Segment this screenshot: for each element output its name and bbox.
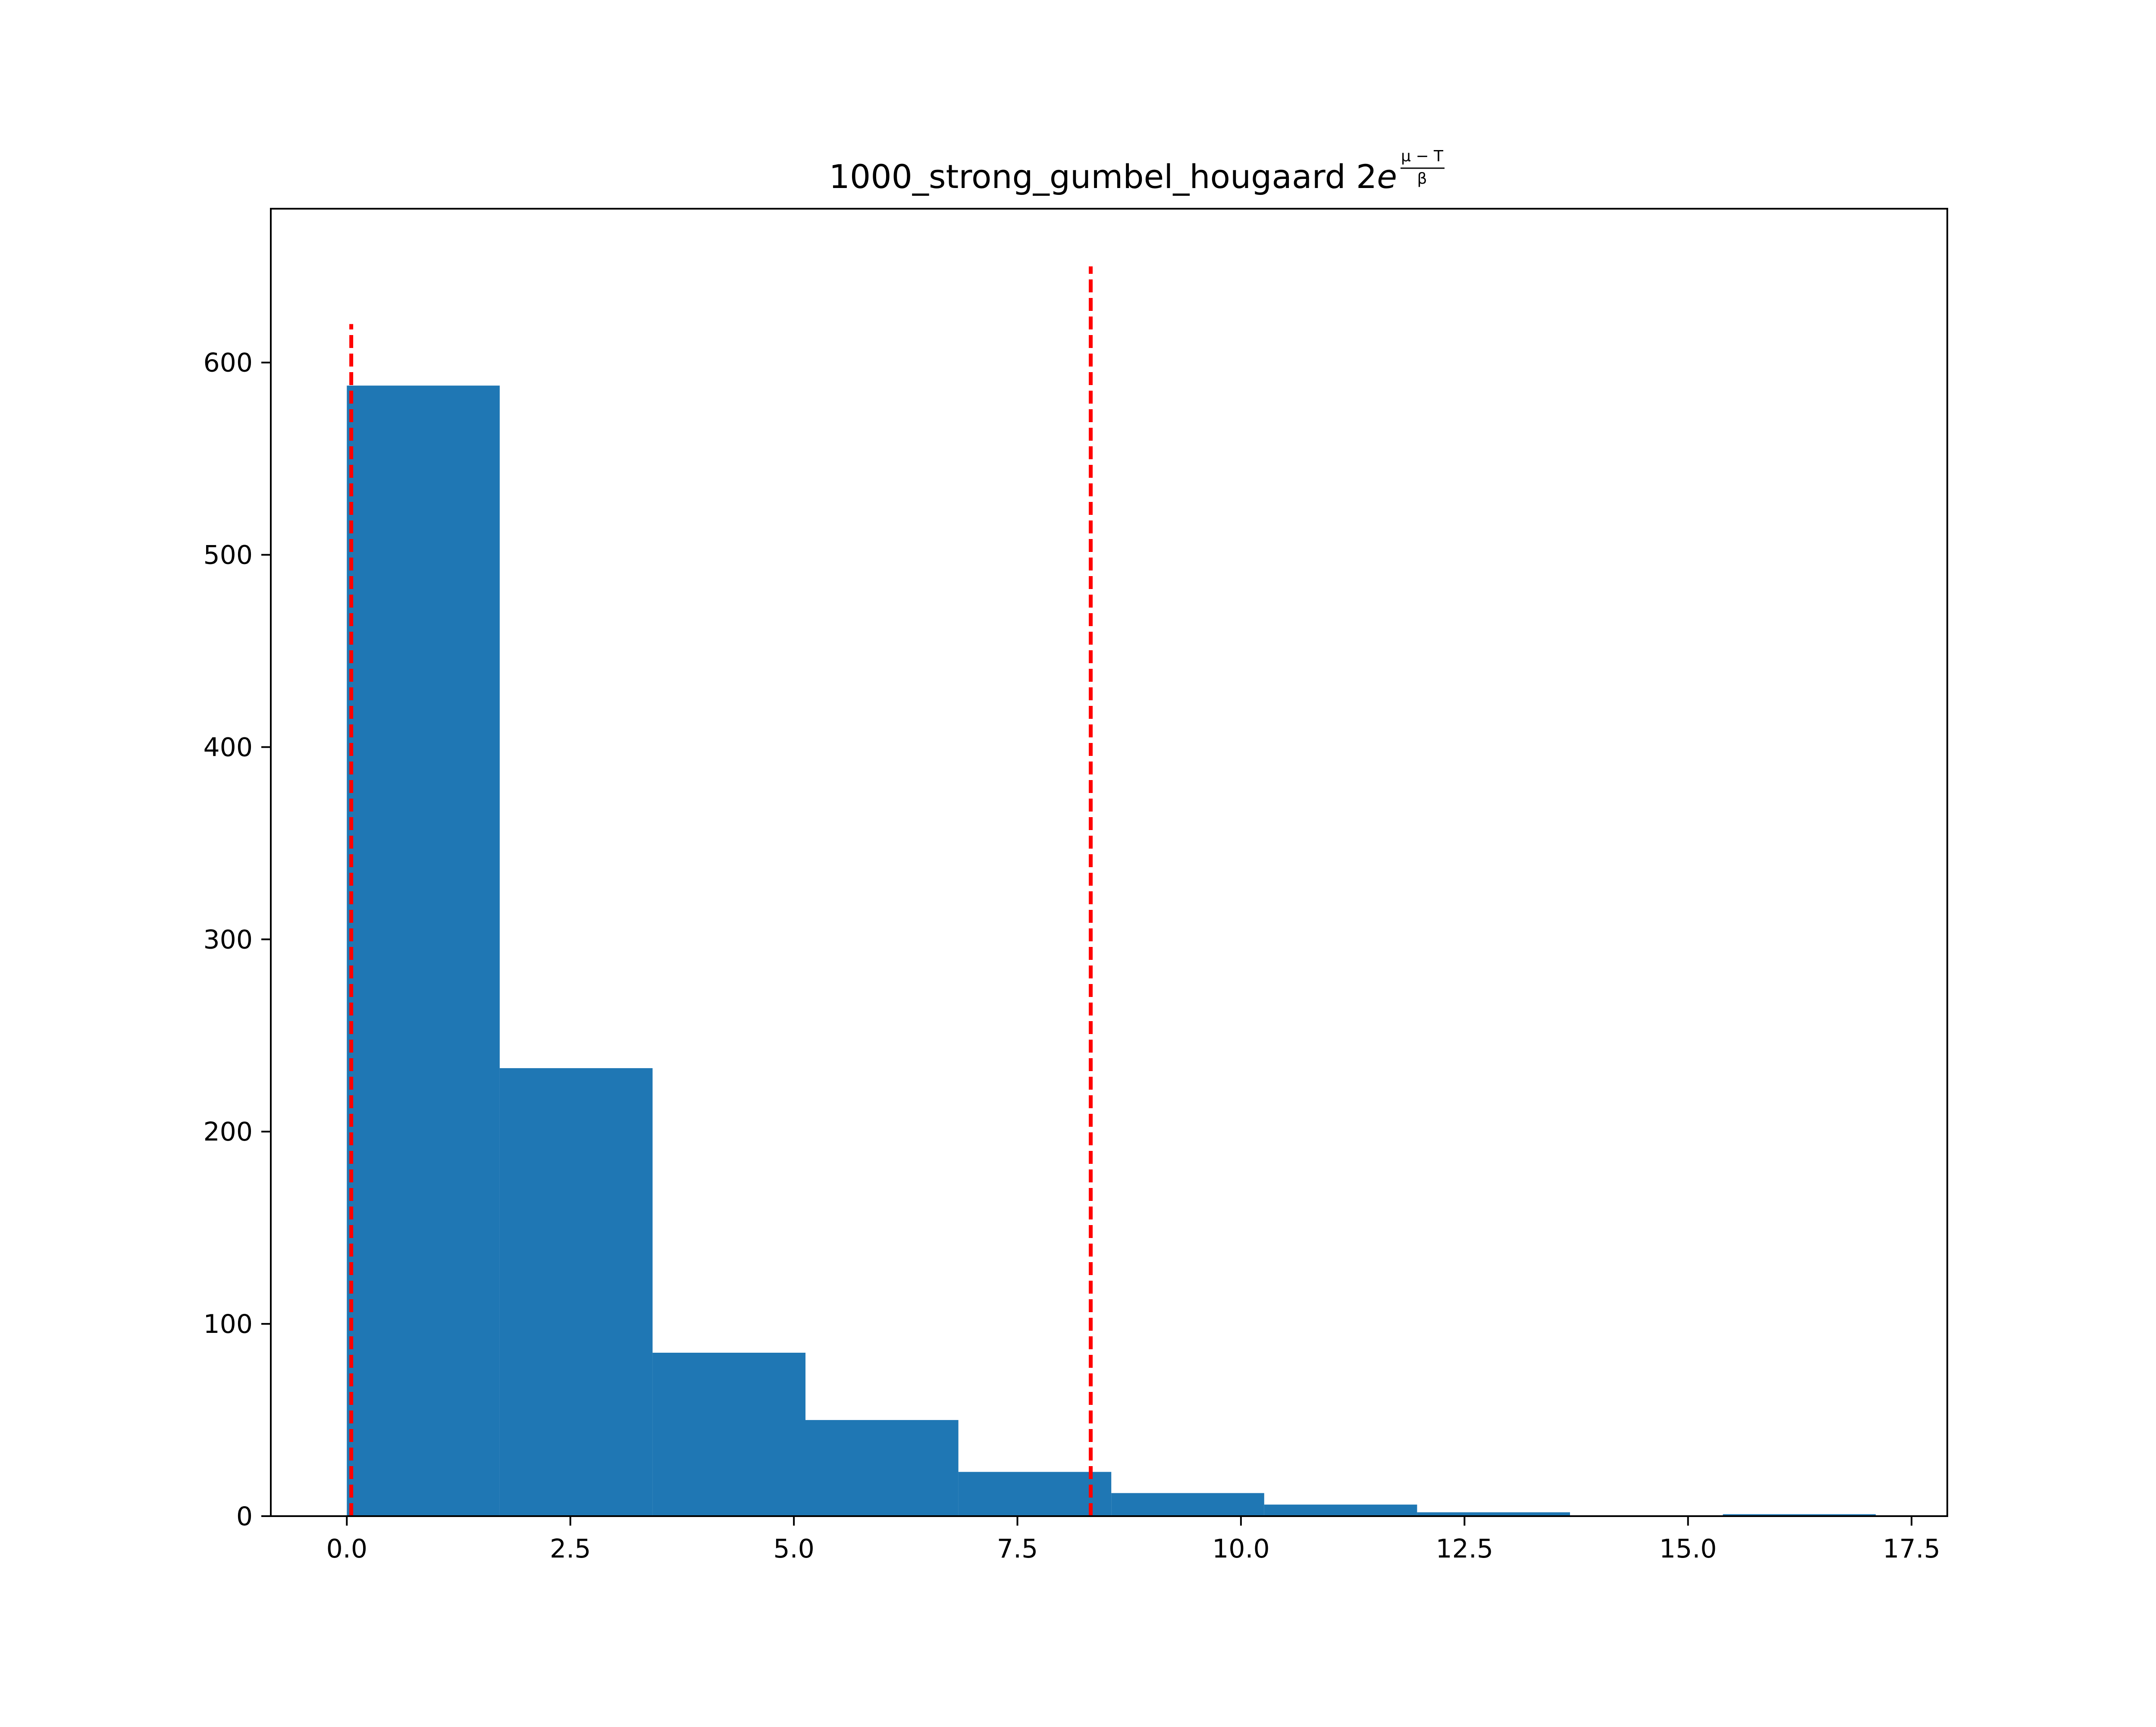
- y-axis-ticks: 0 100 200 300 400 500 600: [203, 348, 271, 1532]
- histogram-bar: [958, 1472, 1112, 1516]
- histogram-bar: [1417, 1512, 1570, 1516]
- histogram-bar: [347, 386, 500, 1517]
- x-tick-label: 15.0: [1659, 1534, 1717, 1564]
- histogram-bar: [805, 1420, 959, 1516]
- x-tick-label: 10.0: [1212, 1534, 1270, 1564]
- y-tick-label: 100: [203, 1309, 253, 1339]
- chart-title: 1000_strong_gumbel_hougaard 2e: [829, 157, 1397, 196]
- y-tick-label: 600: [203, 348, 253, 378]
- y-tick-label: 0: [236, 1501, 253, 1532]
- y-tick-label: 300: [203, 925, 253, 955]
- reference-lines-layer: [349, 266, 1093, 1516]
- histogram-bar: [499, 1068, 653, 1516]
- x-tick-label: 2.5: [550, 1534, 591, 1564]
- x-tick-label: 7.5: [997, 1534, 1038, 1564]
- histogram-bar: [1264, 1504, 1417, 1516]
- x-axis-ticks: 0.0 2.5 5.0 7.5 10.0 12.5 15.0 17.5: [326, 1516, 1940, 1564]
- title-exponent: μ − T β: [1401, 147, 1445, 188]
- title-exponent-numerator: μ − T: [1401, 147, 1444, 165]
- x-tick-label: 5.0: [773, 1534, 814, 1564]
- x-tick-label: 17.5: [1883, 1534, 1940, 1564]
- x-tick-label: 0.0: [326, 1534, 367, 1564]
- histogram-bar: [1111, 1493, 1264, 1516]
- y-tick-label: 200: [203, 1117, 253, 1147]
- bars-layer: [347, 386, 1876, 1517]
- x-tick-label: 12.5: [1436, 1534, 1494, 1564]
- title-exponent-denominator: β: [1417, 170, 1427, 188]
- histogram-bar: [1723, 1514, 1876, 1516]
- y-tick-label: 500: [203, 540, 253, 570]
- y-tick-label: 400: [203, 733, 253, 763]
- plot-frame: [270, 208, 1948, 1517]
- histogram-bar: [652, 1353, 805, 1516]
